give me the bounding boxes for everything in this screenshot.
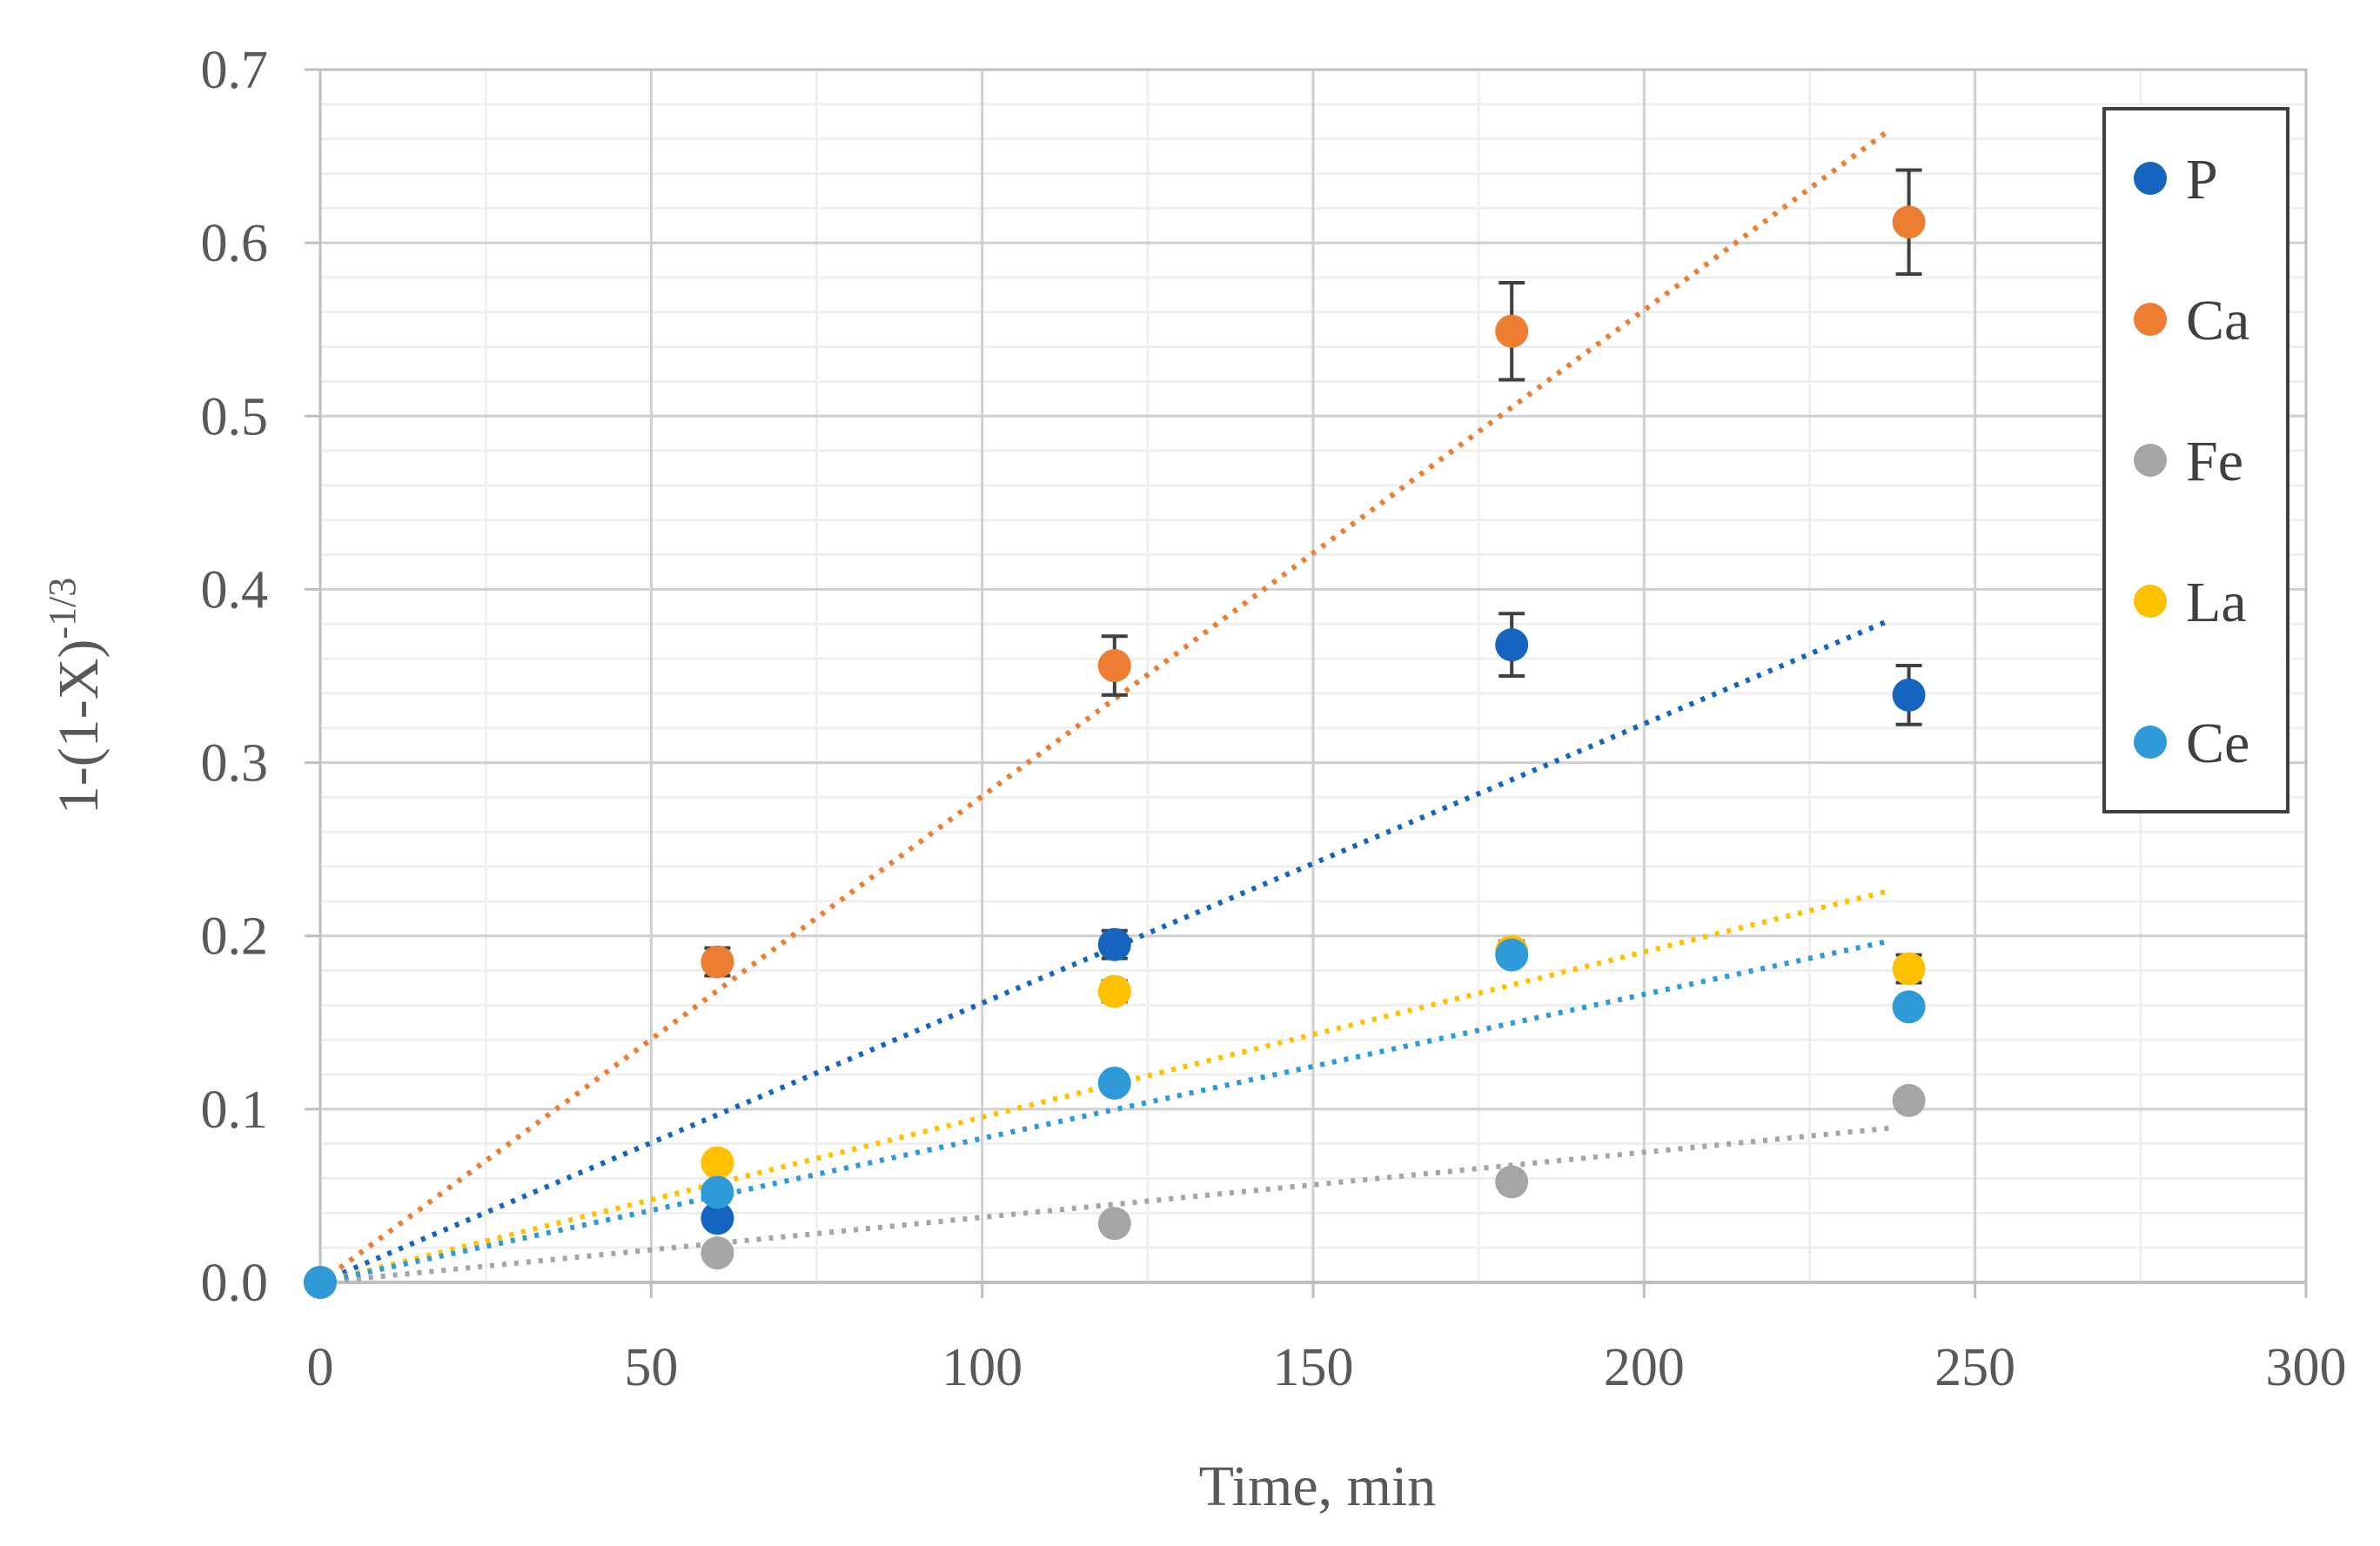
y-tick-label: 0.0 [201, 1254, 269, 1313]
trendline-p [318, 618, 1890, 1285]
legend-label-ca: Ca [2186, 289, 2249, 352]
x-tick-label: 0 [307, 1338, 334, 1397]
x-tick-label: 50 [624, 1338, 678, 1397]
legend-marker-ce [2134, 726, 2167, 759]
data-point-p [1495, 628, 1529, 662]
data-point-fe [1495, 1165, 1529, 1199]
y-tick-label: 0.2 [201, 907, 269, 967]
data-point-ce [1097, 1066, 1131, 1100]
data-point-ca [1097, 649, 1131, 683]
data-point-ce [1495, 938, 1529, 972]
data-point-fe [1097, 1207, 1131, 1241]
data-point-la [701, 1146, 734, 1180]
legend-label-la: La [2186, 571, 2247, 634]
data-point-p [1097, 927, 1131, 961]
legend-marker-la [2134, 585, 2167, 618]
y-tick-label: 0.6 [201, 214, 269, 273]
data-point-fe [1892, 1083, 1926, 1117]
y-axis-title-superscript: -1/3 [41, 578, 84, 639]
data-point-la [1097, 974, 1131, 1008]
legend-label-fe: Fe [2186, 430, 2243, 493]
y-tick-label: 0.7 [201, 41, 269, 100]
y-tick-label: 0.3 [201, 734, 269, 793]
y-tick-label: 0.4 [201, 560, 269, 619]
x-tick-label: 100 [942, 1338, 1022, 1397]
legend-marker-p [2134, 162, 2167, 195]
trendline-la [319, 888, 1890, 1285]
axis-ticks: 0 50 100 150 200 250 300 0.0 0.1 0.2 0.3 0.4 0.5 0.6 0… [201, 41, 2347, 1397]
data-point-fe [701, 1236, 734, 1270]
data-point-ce [304, 1266, 337, 1299]
data-point-p [701, 1201, 734, 1235]
data-point-la [1892, 952, 1926, 986]
x-axis-title: Time, min [1199, 1455, 1437, 1518]
legend: P Ca Fe La Ce [2102, 107, 2289, 813]
legend-label-ce: Ce [2186, 712, 2249, 775]
legend-marker-ca [2134, 303, 2167, 336]
trendlines [318, 128, 1891, 1285]
x-tick-label: 200 [1604, 1338, 1685, 1397]
y-tick-label: 0.5 [201, 387, 269, 446]
trendline-ca [318, 128, 1891, 1285]
y-axis-title: 1-(1-X)-1/3 [41, 578, 111, 814]
legend-marker-fe [2134, 444, 2167, 477]
data-point-ca [1892, 205, 1926, 239]
legend-label-p: P [2186, 148, 2218, 211]
data-points [304, 205, 1926, 1299]
data-point-ca [701, 945, 734, 979]
data-point-p [1892, 678, 1926, 712]
x-tick-label: 300 [2266, 1338, 2347, 1397]
x-tick-label: 150 [1273, 1338, 1354, 1397]
x-tick-label: 250 [1934, 1338, 2015, 1397]
data-point-ce [701, 1175, 734, 1209]
y-axis-title-base: 1-(1-X) [47, 639, 111, 815]
data-point-ce [1892, 990, 1926, 1024]
data-point-ca [1495, 314, 1529, 348]
y-tick-label: 0.1 [201, 1081, 269, 1140]
